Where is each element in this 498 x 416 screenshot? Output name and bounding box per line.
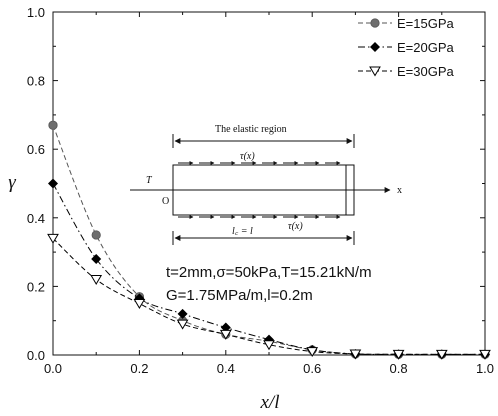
legend-label: E=20GPa (397, 40, 455, 55)
legend-marker (370, 42, 380, 52)
y-tick-label: 1.0 (27, 5, 45, 20)
inset-diagram: The elastic region τ(x) T O x τ(x) l꜀ = … (130, 124, 402, 245)
origin-label: O (162, 196, 169, 207)
data-point (48, 120, 58, 130)
series-layer (47, 120, 491, 360)
series-line (52, 125, 485, 355)
x-axis-title: x/l (260, 392, 280, 413)
data-point (91, 230, 101, 240)
legend-marker (369, 66, 381, 77)
x-tick-label: 0.2 (130, 361, 148, 376)
x-tick-label: 0.0 (44, 361, 62, 376)
y-tick-label: 0.4 (27, 211, 45, 226)
y-tick-label: 0.6 (27, 142, 45, 157)
params-line-1: t=2mm,σ=50kPa,T=15.21kN/m (166, 264, 372, 281)
y-tick-label: 0.8 (27, 74, 45, 89)
data-point (263, 340, 275, 351)
x-tick-label: 0.6 (303, 361, 321, 376)
data-point (392, 349, 405, 360)
y-tick-label: 0.0 (27, 348, 45, 363)
y-tick-label: 0.2 (27, 279, 45, 294)
data-point (176, 319, 189, 330)
data-point (90, 275, 103, 286)
legend-label: E=15GPa (397, 16, 455, 31)
x-axis-label: x (397, 185, 402, 196)
data-point (177, 308, 188, 319)
data-point (91, 253, 102, 264)
data-point (306, 347, 319, 358)
x-tick-label: 0.8 (390, 361, 408, 376)
params-line-2: G=1.75MPa/m,l=0.2m (166, 287, 313, 304)
tau-top-label: τ(x) (240, 151, 255, 162)
inset-region-label: The elastic region (215, 124, 287, 135)
length-label: l꜀ = l (232, 226, 253, 237)
legend: E=15GPa E=20GPa E=30GPa (358, 16, 455, 79)
force-label: T (146, 175, 153, 186)
data-point (48, 178, 58, 189)
data-point (479, 349, 491, 360)
series-3 (47, 233, 491, 360)
data-point (435, 349, 448, 360)
data-point (133, 299, 146, 310)
series-line (52, 238, 485, 355)
data-point (219, 329, 232, 340)
legend-marker (370, 18, 380, 28)
legend-label: E=30GPa (397, 64, 455, 79)
series-1 (48, 120, 490, 359)
x-tick-label: 0.4 (217, 361, 235, 376)
x-tick-label: 1.0 (476, 361, 494, 376)
tau-bottom-label: τ(x) (288, 221, 303, 232)
y-axis-title: γ (8, 172, 16, 193)
data-point (349, 349, 362, 360)
data-point (47, 233, 59, 244)
